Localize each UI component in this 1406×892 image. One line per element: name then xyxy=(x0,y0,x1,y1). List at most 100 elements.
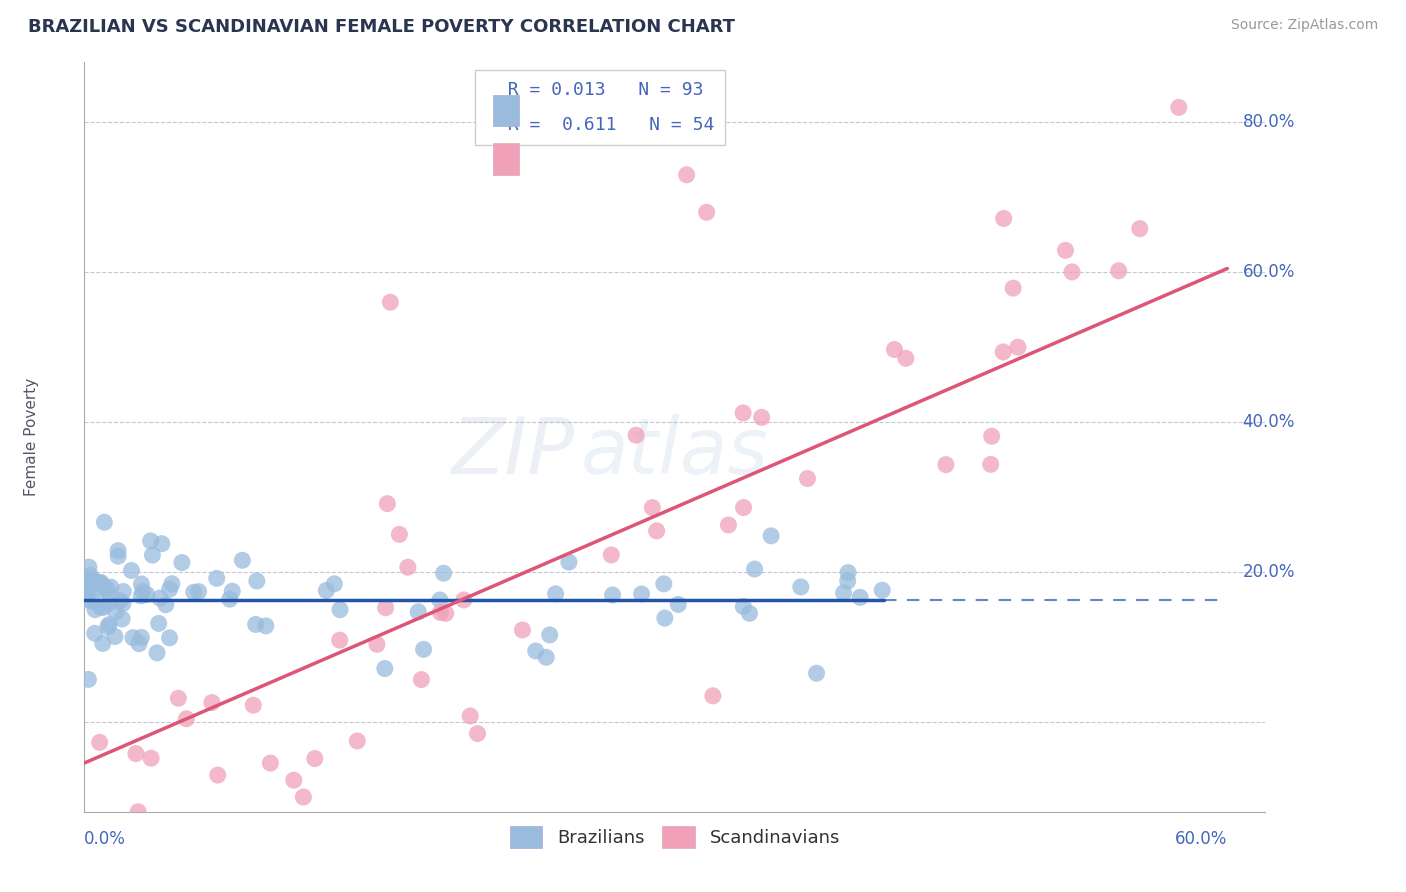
Point xyxy=(259,756,281,770)
Point xyxy=(254,619,277,633)
Point xyxy=(759,529,782,543)
Point xyxy=(150,537,173,551)
Point xyxy=(183,585,205,599)
Point xyxy=(645,524,668,538)
Point xyxy=(107,543,129,558)
Point xyxy=(323,577,346,591)
Point xyxy=(89,600,111,615)
Point xyxy=(83,574,105,588)
Point xyxy=(100,580,122,594)
Point xyxy=(717,518,740,533)
Point xyxy=(218,592,240,607)
Point xyxy=(160,576,183,591)
Point xyxy=(600,548,623,562)
Point xyxy=(93,600,115,615)
Point xyxy=(1129,221,1152,235)
Point xyxy=(374,600,396,615)
Point xyxy=(1108,264,1130,278)
Point xyxy=(146,646,169,660)
Point xyxy=(93,515,115,529)
Point xyxy=(458,709,481,723)
Point xyxy=(97,620,120,634)
Point xyxy=(112,584,135,599)
Point xyxy=(207,768,229,782)
Point xyxy=(1054,244,1077,258)
Point xyxy=(131,577,153,591)
Point xyxy=(84,603,107,617)
Point xyxy=(80,573,103,587)
Point xyxy=(93,581,115,595)
Text: 60.0%: 60.0% xyxy=(1243,263,1295,281)
Point xyxy=(558,555,581,569)
Point xyxy=(849,591,872,605)
Point xyxy=(544,587,567,601)
Point xyxy=(1167,100,1189,114)
Point xyxy=(315,583,337,598)
Point xyxy=(89,575,111,590)
Point xyxy=(125,747,148,761)
Point xyxy=(77,582,100,596)
Point xyxy=(411,673,433,687)
Point xyxy=(89,735,111,749)
Point xyxy=(231,553,253,567)
Point xyxy=(883,343,905,357)
Point xyxy=(429,606,451,620)
Text: atlas: atlas xyxy=(581,414,768,490)
Point xyxy=(246,574,269,588)
Point xyxy=(107,549,129,564)
Point xyxy=(127,805,149,819)
Point xyxy=(366,637,388,651)
Point xyxy=(149,591,172,606)
Point xyxy=(104,605,127,619)
Point xyxy=(702,689,724,703)
Point xyxy=(993,211,1015,226)
Point xyxy=(167,691,190,706)
Point xyxy=(98,589,121,603)
Point xyxy=(377,497,399,511)
Text: Female Poverty: Female Poverty xyxy=(24,378,39,496)
Text: 20.0%: 20.0% xyxy=(1243,563,1295,581)
Point xyxy=(433,566,456,581)
Point xyxy=(187,584,209,599)
Point xyxy=(135,588,157,602)
Point xyxy=(654,611,676,625)
Point xyxy=(837,566,859,580)
Point xyxy=(380,295,402,310)
Point xyxy=(837,574,859,588)
Text: R = 0.013   N = 93
  R =  0.611   N = 54: R = 0.013 N = 93 R = 0.611 N = 54 xyxy=(486,81,714,134)
Point xyxy=(512,623,534,637)
Point xyxy=(159,582,181,596)
Text: BRAZILIAN VS SCANDINAVIAN FEMALE POVERTY CORRELATION CHART: BRAZILIAN VS SCANDINAVIAN FEMALE POVERTY… xyxy=(28,18,735,36)
Point xyxy=(980,458,1002,472)
Point xyxy=(524,644,547,658)
Point xyxy=(148,616,170,631)
Point xyxy=(467,726,489,740)
Point xyxy=(329,603,352,617)
Point xyxy=(242,698,264,713)
Point xyxy=(89,582,111,597)
Point xyxy=(90,575,112,590)
Point xyxy=(139,533,162,548)
Point xyxy=(159,631,181,645)
Point xyxy=(406,605,429,619)
Point xyxy=(141,548,163,562)
Text: 60.0%: 60.0% xyxy=(1175,830,1227,848)
Point xyxy=(132,584,155,599)
Point xyxy=(131,631,153,645)
Point xyxy=(176,712,198,726)
Point xyxy=(744,562,766,576)
Point xyxy=(751,410,773,425)
Point xyxy=(733,599,755,614)
Point xyxy=(79,568,101,582)
Point xyxy=(201,696,224,710)
Point xyxy=(388,527,411,541)
Text: 0.0%: 0.0% xyxy=(84,830,127,848)
Point xyxy=(666,598,689,612)
Point xyxy=(534,650,557,665)
Point xyxy=(796,471,818,485)
Point xyxy=(139,751,162,765)
FancyBboxPatch shape xyxy=(494,144,519,175)
Point xyxy=(304,751,326,765)
Point xyxy=(111,597,134,611)
Point xyxy=(991,345,1014,359)
